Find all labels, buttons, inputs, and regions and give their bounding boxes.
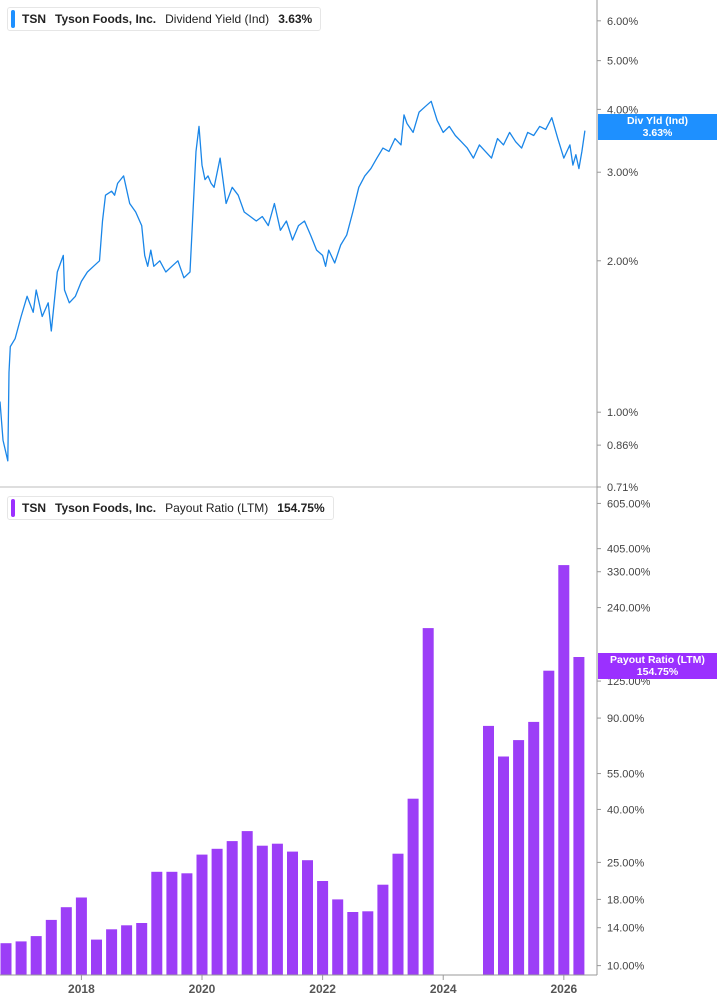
payout-ytick-label: 605.00% [607,498,651,510]
payout-bar [347,912,359,975]
yield-ytick-label: 4.00% [607,104,638,116]
yield-ytick-label: 6.00% [607,16,638,28]
payout-bar [121,925,133,975]
payout-bar [136,923,148,975]
payout-bar [15,941,27,975]
payout-bar [483,725,494,975]
payout-bar [302,860,313,975]
payout-ytick-label: 40.00% [607,804,645,816]
yield-legend: TSN Tyson Foods, Inc. Dividend Yield (In… [7,7,322,31]
yield-value-tag: Div Yld (Ind) 3.63% [598,114,717,140]
payout-bar [317,881,329,975]
yield-ytick-label: 0.86% [607,440,638,452]
payout-bar [513,740,525,975]
payout-legend-ticker: TSN [22,501,46,515]
payout-bar [45,919,57,975]
xtick-label: 2020 [189,982,216,996]
payout-ytick-label: 330.00% [607,567,651,579]
payout-bar [181,873,193,975]
payout-bar [528,721,540,975]
payout-tag-value: 154.75% [636,666,679,678]
yield-legend-metric: Dividend Yield (Ind) [165,12,270,26]
payout-bar [407,798,419,975]
payout-ytick-label: 25.00% [607,857,645,869]
payout-bar [287,851,298,975]
payout-ytick-label: 125.00% [607,676,651,688]
yield-ytick-label: 1.00% [607,407,638,419]
yield-legend-ticker: TSN [22,12,46,26]
yield-tag-value: 3.63% [642,127,673,139]
payout-bar [377,884,389,975]
payout-ytick-label: 18.00% [607,894,645,906]
payout-bar [392,853,404,975]
marks-layer [0,100,586,975]
payout-bar [0,943,12,975]
payout-ytick-label: 405.00% [607,544,651,556]
payout-ytick-label: 55.00% [607,769,645,781]
payout-bar [543,670,555,975]
yield-legend-swatch [11,10,15,28]
payout-bar [196,854,208,975]
payout-tag-label: Payout Ratio (LTM) [610,654,705,666]
payout-bar [422,628,434,975]
yield-ytick-label: 3.00% [607,167,638,179]
axis-layer: 6.00% 5.00% 4.00% 3.00% 2.00% 1.00% 0.86% 0.71%… [0,0,651,996]
payout-bar [256,845,268,975]
yield-ytick-label: 0.71% [607,482,638,494]
payout-bar [558,565,570,975]
payout-bar [226,841,238,975]
payout-ytick-label: 10.00% [607,961,645,973]
xtick-label: 2026 [550,982,577,996]
payout-legend-company: Tyson Foods, Inc. [55,501,157,515]
payout-bar [30,936,42,975]
payout-legend-value: 154.75% [277,501,325,515]
xtick-label: 2024 [430,982,457,996]
yield-ytick-label: 5.00% [607,56,638,68]
payout-bar [573,657,585,975]
payout-legend: TSN Tyson Foods, Inc. Payout Ratio (LTM)… [7,496,334,520]
payout-bar [60,907,72,975]
payout-legend-metric: Payout Ratio (LTM) [165,501,269,515]
payout-bar [91,939,102,975]
payout-bar [106,929,118,975]
payout-bar [332,899,344,975]
yield-legend-company: Tyson Foods, Inc. [55,12,157,26]
yield-ytick-label: 2.00% [607,256,638,268]
payout-legend-swatch [11,499,15,517]
payout-bar [166,871,178,975]
payout-value-tag: Payout Ratio (LTM) 154.75% [598,653,717,679]
payout-bar [271,843,283,975]
xtick-label: 2018 [68,982,95,996]
payout-bar [362,911,374,975]
payout-bar [75,897,87,975]
payout-ytick-label: 90.00% [607,713,645,725]
yield-tag-label: Div Yld (Ind) [626,115,689,127]
payout-ytick-label: 14.00% [607,923,645,935]
yield-series-line [0,100,586,462]
payout-bar [241,831,253,975]
payout-bar [151,871,163,975]
payout-bar [498,756,509,975]
payout-bar [211,848,223,975]
payout-ytick-label: 240.00% [607,603,651,615]
xtick-label: 2022 [309,982,336,996]
yield-legend-value: 3.63% [278,12,313,26]
